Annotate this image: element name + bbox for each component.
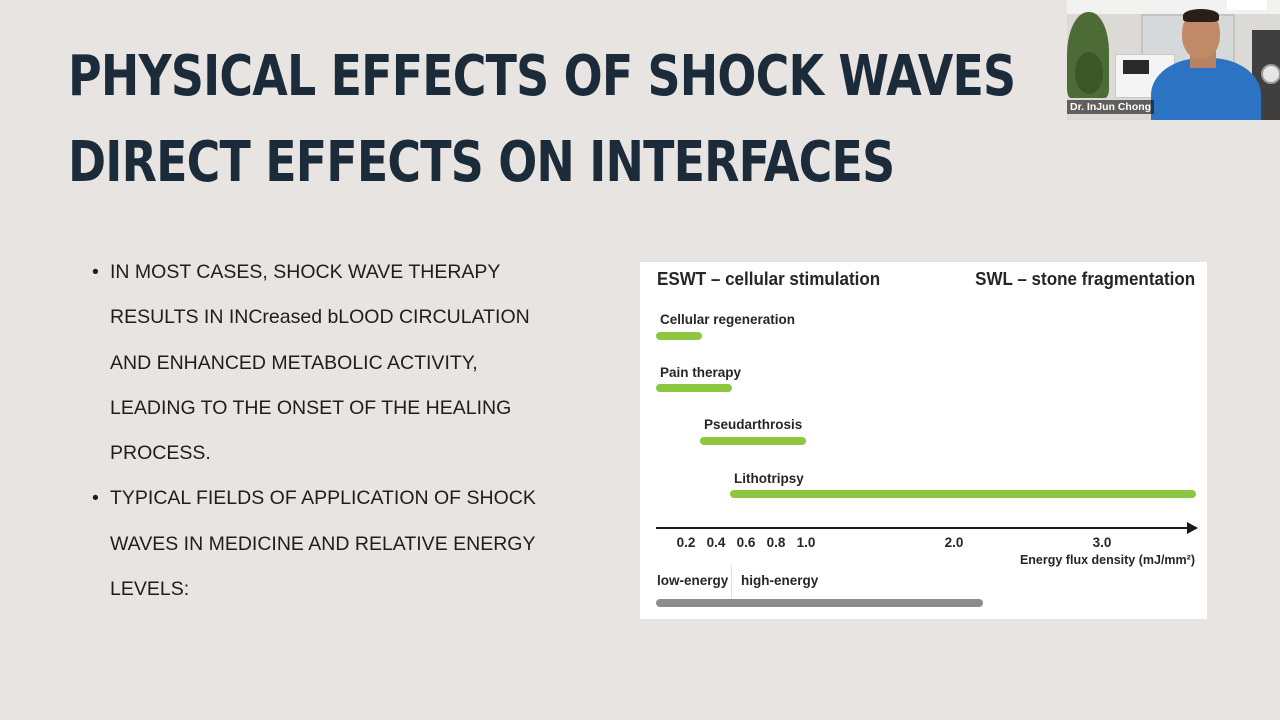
swl-heading: SWL – stone fragmentation xyxy=(974,268,1195,289)
tick-label: 1.0 xyxy=(796,535,816,550)
bullet-line: RESULTS IN INCreased bLOOD CIRCULATION xyxy=(110,306,530,329)
bullet-dot: • xyxy=(92,487,99,510)
tick-label: 0.4 xyxy=(706,535,726,550)
video-ceiling-light xyxy=(1227,0,1267,10)
bullet-line: IN MOST CASES, SHOCK WAVE THERAPY xyxy=(110,261,501,283)
bullet-dot: • xyxy=(92,261,99,283)
tick-label: 0.2 xyxy=(676,535,696,550)
high-energy-label: high-energy xyxy=(741,573,819,588)
bullet-item: • TYPICAL FIELDS OF APPLICATION OF SHOCK… xyxy=(92,476,562,612)
application-bar-pseudarthrosis xyxy=(700,437,806,445)
low-energy-label: low-energy xyxy=(657,573,729,588)
bullet-line: PROCESS. xyxy=(110,442,211,465)
participant-video-tile[interactable]: Dr. InJun Chong xyxy=(1067,0,1280,120)
participant-name-label: Dr. InJun Chong xyxy=(1067,100,1155,114)
bullet-line: LEADING TO THE ONSET OF THE HEALING xyxy=(110,396,512,419)
video-machine-screen xyxy=(1123,60,1149,74)
eswt-heading: ESWT – cellular stimulation xyxy=(657,268,881,289)
bullet-line: TYPICAL FIELDS OF APPLICATION OF SHOCK xyxy=(110,487,536,510)
bullet-line: WAVES IN MEDICINE AND RELATIVE ENERGY xyxy=(110,532,536,555)
application-label-pseudarthrosis: Pseudarthrosis xyxy=(704,417,803,432)
video-ceiling xyxy=(1067,0,1280,14)
application-label-pain-therapy: Pain therapy xyxy=(660,365,742,380)
bullet-item: • IN MOST CASES, SHOCK WAVE THERAPY RESU… xyxy=(92,250,562,476)
video-person-body xyxy=(1151,58,1261,120)
slide-title-line-2: DIRECT EFFECTS ON INTERFACES xyxy=(68,130,895,195)
bullet-line: AND ENHANCED METABOLIC ACTIVITY, xyxy=(110,351,478,374)
tick-label: 0.6 xyxy=(736,535,756,550)
bullet-list: • IN MOST CASES, SHOCK WAVE THERAPY RESU… xyxy=(92,250,562,612)
application-bar-pain-therapy xyxy=(656,384,732,392)
bullet-line: LEVELS: xyxy=(110,578,190,601)
energy-range-bar xyxy=(656,599,983,607)
application-label-lithotripsy: Lithotripsy xyxy=(734,471,804,486)
video-person-hair xyxy=(1183,9,1219,22)
energy-divider xyxy=(731,565,732,605)
tick-label: 0.8 xyxy=(766,535,786,550)
tick-label: 3.0 xyxy=(1092,535,1112,550)
axis-title: Energy flux density (mJ/mm²) xyxy=(1019,553,1195,567)
tick-label: 2.0 xyxy=(944,535,964,550)
video-fan-icon xyxy=(1261,64,1280,84)
energy-levels-figure: ESWT – cellular stimulation SWL – stone … xyxy=(640,262,1207,619)
application-label-cellular-regeneration: Cellular regeneration xyxy=(660,312,796,327)
slide-title-line-1: PHYSICAL EFFECTS OF SHOCK WAVES xyxy=(68,44,1016,109)
energy-axis xyxy=(656,527,1189,529)
application-bar-cellular-regeneration xyxy=(656,332,702,340)
video-plant-leaves xyxy=(1075,52,1103,94)
application-bar-lithotripsy xyxy=(730,490,1196,498)
axis-arrow-icon xyxy=(1187,522,1198,534)
